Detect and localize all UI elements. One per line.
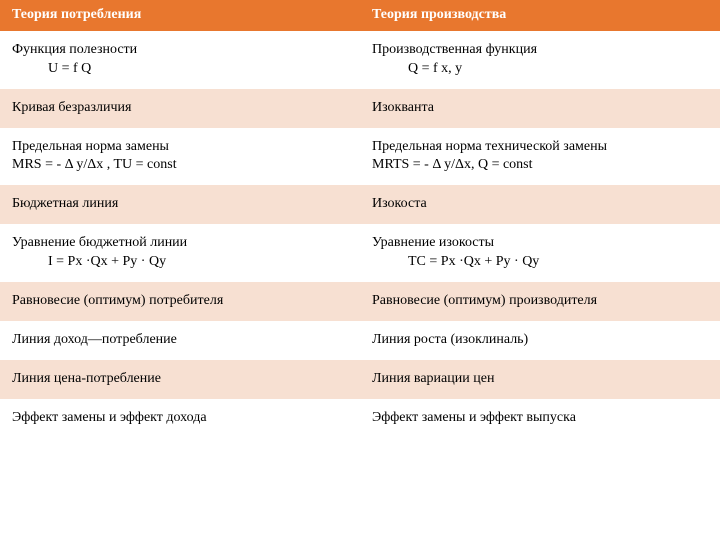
cell-left: Функция полезности U = f Q (0, 31, 360, 89)
table-row: Бюджетная линия Изокоста (0, 185, 720, 224)
cell-right: Изокоста (360, 185, 720, 224)
cell-subtext: I = Pх ·Qх + Py · Qy (12, 253, 348, 272)
cell-subtext: Q = f x, y (372, 60, 708, 79)
cell-right: Производственная функция Q = f x, y (360, 31, 720, 89)
cell-left: Линия доход—потребление (0, 321, 360, 360)
cell-left: Кривая безразличия (0, 89, 360, 128)
table-row: Уравнение бюджетной линии I = Pх ·Qх + P… (0, 224, 720, 282)
table-row: Равновесие (оптимум) потребителя Равнове… (0, 282, 720, 321)
cell-text: Производственная функция (372, 42, 537, 57)
cell-right: Уравнение изокосты TC = Pх ·Qх + Py · Qy (360, 224, 720, 282)
cell-subtext: U = f Q (12, 60, 348, 79)
cell-left: Предельная норма замены MRS = - Δ y/Δx ,… (0, 128, 360, 186)
cell-text: Функция полезности (12, 42, 137, 57)
cell-subtext: TC = Pх ·Qх + Py · Qy (372, 253, 708, 272)
cell-left: Эффект замены и эффект дохода (0, 399, 360, 438)
cell-right: Линия вариации цен (360, 360, 720, 399)
cell-right: Предельная норма технической замены MRTS… (360, 128, 720, 186)
cell-text: Предельная норма замены (12, 139, 169, 154)
cell-text: Уравнение изокосты (372, 235, 494, 250)
header-right: Теория производства (360, 0, 720, 31)
cell-right: Эффект замены и эффект выпуска (360, 399, 720, 438)
header-left: Теория потребления (0, 0, 360, 31)
cell-left: Линия цена-потребление (0, 360, 360, 399)
cell-left: Бюджетная линия (0, 185, 360, 224)
cell-left: Уравнение бюджетной линии I = Pх ·Qх + P… (0, 224, 360, 282)
table-row: Предельная норма замены MRS = - Δ y/Δx ,… (0, 128, 720, 186)
table-row: Эффект замены и эффект дохода Эффект зам… (0, 399, 720, 438)
table-row: Кривая безразличия Изокванта (0, 89, 720, 128)
table-row: Линия цена-потребление Линия вариации це… (0, 360, 720, 399)
table-row: Линия доход—потребление Линия роста (изо… (0, 321, 720, 360)
cell-subtext: MRS = - Δ y/Δx , TU = const (12, 157, 177, 172)
cell-right: Изокванта (360, 89, 720, 128)
cell-left: Равновесие (оптимум) потребителя (0, 282, 360, 321)
comparison-table: Теория потребления Теория производства Ф… (0, 0, 720, 438)
table-row: Функция полезности U = f Q Производствен… (0, 31, 720, 89)
cell-text: Уравнение бюджетной линии (12, 235, 187, 250)
cell-text: Предельная норма технической замены (372, 139, 607, 154)
table-header-row: Теория потребления Теория производства (0, 0, 720, 31)
cell-right: Линия роста (изоклиналь) (360, 321, 720, 360)
cell-subtext: MRTS = - Δ y/Δx, Q = const (372, 157, 533, 172)
cell-right: Равновесие (оптимум) производителя (360, 282, 720, 321)
